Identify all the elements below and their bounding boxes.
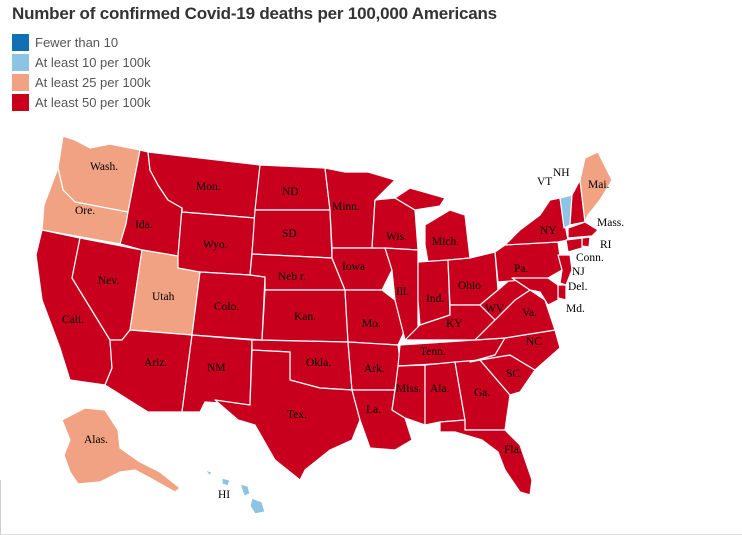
state-de[interactable]: [557, 284, 567, 301]
state-ny[interactable]: [504, 197, 569, 246]
label-la: La.: [366, 404, 381, 416]
label-ia: Iowa: [342, 261, 365, 273]
label-ak: Alas.: [84, 434, 108, 446]
label-ar: Ark.: [364, 363, 385, 375]
label-sc: SC: [506, 368, 520, 380]
label-ks: Kan.: [294, 311, 316, 323]
legend-label-ge25: At least 25 per 100k: [35, 74, 151, 90]
label-ut: Utah: [152, 291, 175, 303]
label-ky: KY: [446, 318, 463, 330]
state-mi-up[interactable]: [394, 187, 446, 211]
legend-item-lt10: Fewer than 10: [12, 32, 151, 52]
label-in: Ind.: [426, 293, 444, 305]
label-mt: Mon.: [196, 181, 221, 193]
label-co: Colo.: [214, 301, 239, 313]
label-ca: Cali.: [62, 314, 84, 326]
legend-label-ge10: At least 10 per 100k: [35, 54, 151, 70]
legend-swatch-ge50: [12, 93, 29, 111]
state-md[interactable]: [511, 277, 559, 306]
label-wv: WV: [485, 303, 505, 315]
state-tx[interactable]: [214, 349, 361, 481]
label-sd: SD: [282, 228, 297, 240]
label-ri: RI: [600, 239, 612, 251]
state-nc[interactable]: [469, 329, 561, 371]
label-mi: Mich.: [432, 236, 459, 248]
label-md: Md.: [566, 303, 585, 315]
state-ri[interactable]: [581, 236, 591, 248]
label-ga: Ga.: [474, 387, 490, 399]
state-ma[interactable]: [567, 221, 599, 239]
label-ct: Conn.: [576, 252, 604, 264]
state-pa[interactable]: [494, 241, 563, 283]
map-title: Number of confirmed Covid-19 deaths per …: [12, 4, 497, 23]
label-me: Mai.: [588, 179, 610, 191]
legend-swatch-ge10: [12, 53, 29, 71]
label-ms: Miss.: [396, 383, 421, 395]
state-ak[interactable]: [61, 407, 181, 493]
label-hi: HI: [218, 489, 230, 501]
label-ma: Mass.: [597, 217, 624, 229]
label-wa: Wash.: [90, 161, 118, 173]
label-fl: Fla.: [504, 444, 522, 456]
state-az[interactable]: [104, 329, 193, 413]
legend-item-ge10: At least 10 per 100k: [12, 52, 151, 72]
label-nd: ND: [282, 186, 299, 198]
label-tx: Tex.: [287, 409, 307, 421]
label-or: Ore.: [75, 205, 95, 217]
legend-label-ge50: At least 50 per 100k: [35, 94, 151, 110]
state-hi[interactable]: [204, 469, 266, 515]
label-ne: Neb r.: [278, 271, 306, 283]
label-nm: NM: [207, 362, 226, 374]
label-il: Ill.: [396, 286, 409, 298]
label-nh: NH: [553, 167, 570, 179]
legend-swatch-lt10: [12, 33, 29, 51]
label-az: Ariz.: [144, 357, 167, 369]
legend-item-ge50: At least 50 per 100k: [12, 92, 151, 112]
state-ct[interactable]: [565, 237, 583, 253]
label-oh: Ohio: [458, 280, 481, 292]
label-wy: Wyo.: [203, 239, 228, 251]
label-pa: Pa.: [514, 263, 529, 275]
label-wi: Wis.: [386, 231, 407, 243]
label-ok: Okla.: [306, 357, 331, 369]
label-mn: Minn.: [332, 201, 360, 213]
state-me[interactable]: [579, 151, 613, 223]
label-nv: Nev.: [98, 275, 119, 287]
legend-swatch-ge25: [12, 73, 29, 91]
legend-label-lt10: Fewer than 10: [35, 34, 119, 50]
label-nc: NC: [526, 336, 542, 348]
legend: Fewer than 10 At least 10 per 100k At le…: [12, 32, 151, 112]
frame-left-rule: [0, 480, 1, 535]
label-va: Va.: [522, 307, 537, 319]
label-id: Ida.: [135, 219, 153, 231]
label-tn: Tenn.: [420, 346, 446, 358]
label-ny: NY: [540, 225, 557, 237]
label-al: Ala.: [430, 383, 450, 395]
label-vt: VT: [537, 176, 552, 188]
label-mo: Mo.: [362, 318, 381, 330]
label-de: Del.: [568, 281, 588, 293]
state-fl[interactable]: [439, 419, 533, 496]
label-nj: NJ: [572, 266, 585, 278]
legend-item-ge25: At least 25 per 100k: [12, 72, 151, 92]
